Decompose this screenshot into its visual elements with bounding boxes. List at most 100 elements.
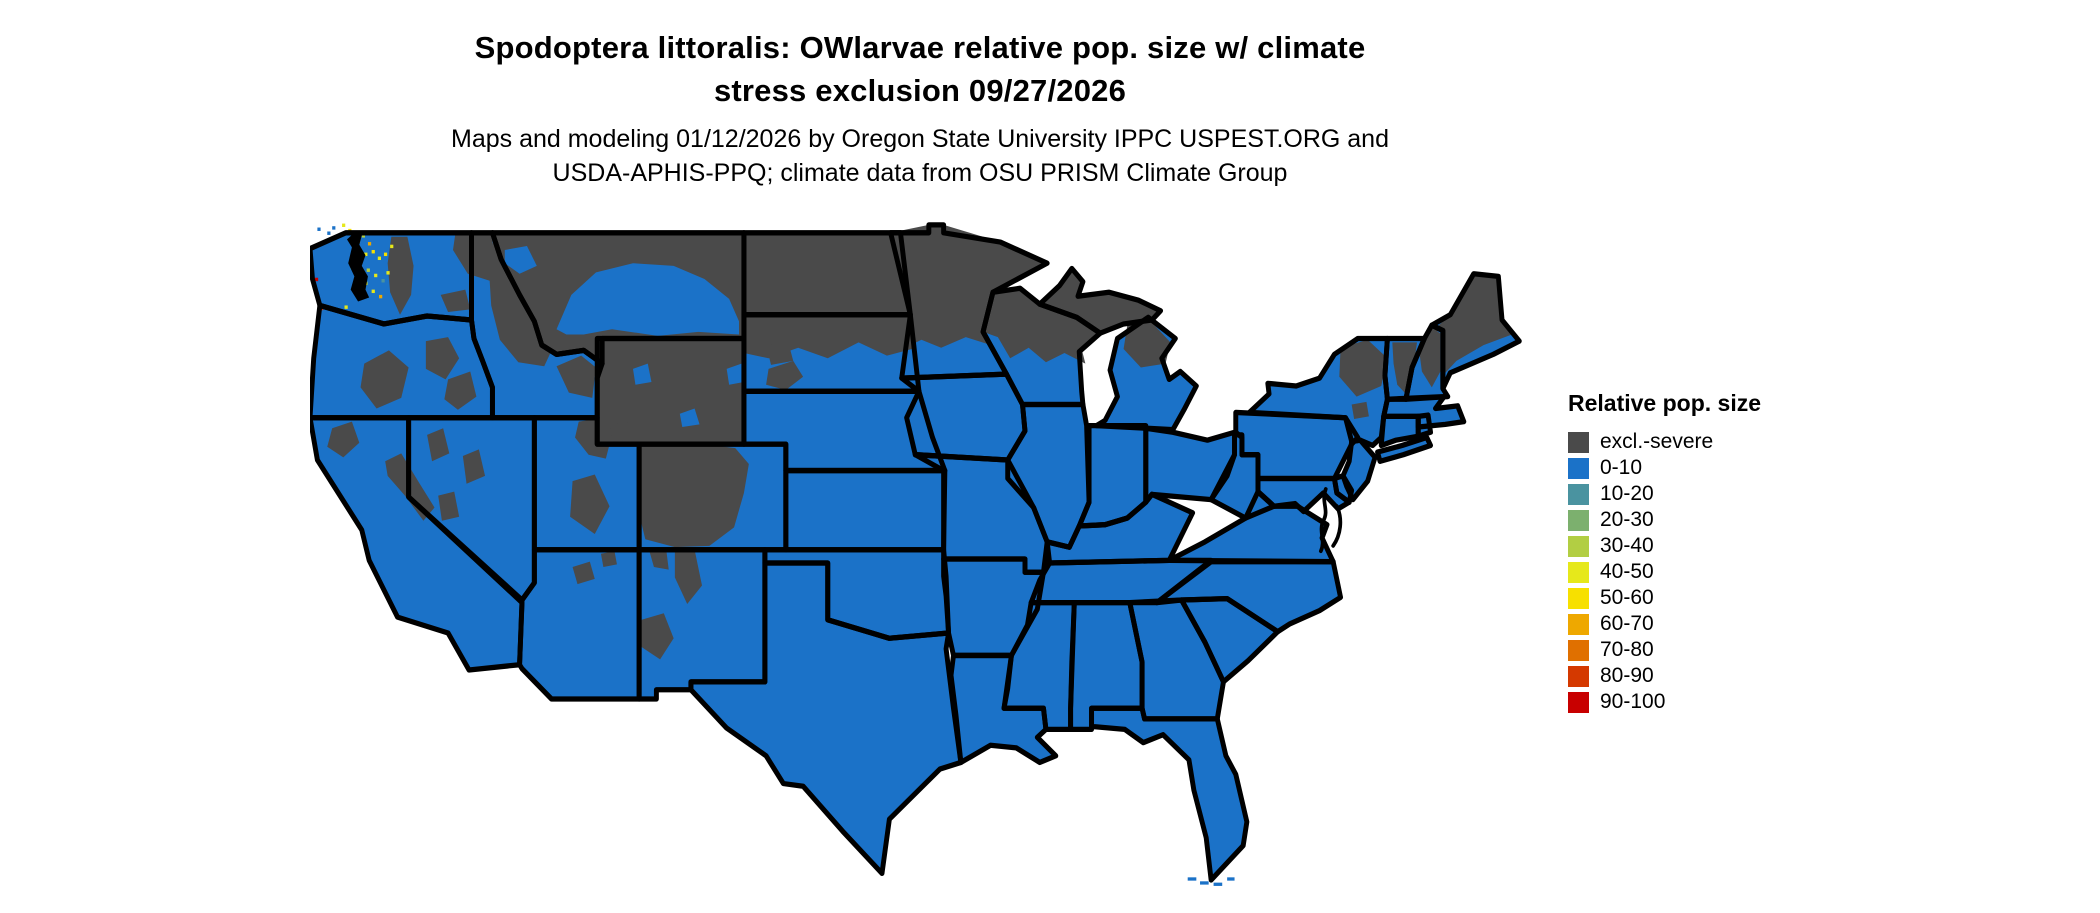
state-arizona (519, 549, 640, 700)
map-speckle (1187, 877, 1197, 881)
state-pennsylvania-border (1233, 409, 1361, 482)
state-massachusetts (1383, 396, 1464, 427)
state-kentucky (1047, 494, 1193, 563)
us-map (310, 222, 1522, 886)
legend-items: excl.-severe 0-10 10-20 20-30 30-40 40-50 50-6… (1568, 429, 1761, 715)
state-west-virginia (1211, 434, 1274, 519)
state-michigan-upper-peninsula (1039, 268, 1161, 334)
state-alabama (1070, 602, 1143, 730)
map-speckle (327, 231, 331, 235)
figure-subtitle-line2: USDA-APHIS-PPQ; climate data from OSU PR… (552, 159, 1288, 187)
legend-label: 0-10 (1600, 456, 1643, 479)
state-michigan-lower (1096, 317, 1197, 430)
legend-item: 10-20 (1568, 481, 1761, 507)
legend-swatch (1568, 457, 1589, 479)
map-speckle (361, 234, 365, 238)
map-speckle (366, 268, 370, 272)
long-island-border (1375, 434, 1434, 464)
state-kansas (785, 470, 945, 550)
state-michigan-lower-border (1094, 314, 1199, 433)
state-new-jersey-border (1340, 437, 1378, 503)
state-oklahoma (764, 549, 949, 639)
legend-item: 90-100 (1568, 689, 1761, 715)
legend-item: 30-40 (1568, 533, 1761, 559)
state-georgia (1129, 599, 1224, 719)
state-mississippi (1004, 602, 1075, 730)
state-ohio (1145, 428, 1235, 503)
state-texas-border (688, 560, 964, 877)
climate-exclusion-regions (327, 224, 1512, 660)
state-california (310, 417, 523, 670)
legend-item: 20-30 (1568, 507, 1761, 533)
map-speckle (342, 223, 346, 227)
legend: Relative pop. size excl.-severe 0-10 10-20… (1568, 390, 1761, 715)
state-texas (690, 563, 961, 874)
map-speckle (379, 294, 383, 299)
state-maine-border (1429, 271, 1522, 392)
legend-swatch (1568, 587, 1589, 609)
state-kentucky-border (1044, 491, 1196, 566)
legend-swatch (1568, 483, 1589, 505)
state-north-carolina (1156, 561, 1341, 632)
legend-item: 50-60 (1568, 585, 1761, 611)
legend-swatch (1568, 639, 1589, 661)
chesapeake-bay (1318, 487, 1328, 554)
figure-title: Spodoptera littoralis: OWlarvae relative… (0, 26, 1840, 112)
state-michigan-upper-peninsula-border (1037, 265, 1164, 336)
legend-item: excl.-severe (1568, 429, 1761, 455)
figure-title-line1: Spodoptera littoralis: OWlarvae relative… (474, 30, 1366, 65)
state-new-mexico (639, 549, 765, 700)
puget-sound (346, 232, 370, 302)
legend-label: 90-100 (1600, 690, 1666, 713)
figure-subtitle-line1: Maps and modeling 01/12/2026 by Oregon S… (451, 125, 1389, 153)
state-arkansas (943, 559, 1044, 656)
map-speckle (374, 273, 378, 278)
map-speckle (1213, 882, 1223, 886)
legend-label: 60-70 (1600, 612, 1654, 635)
map-speckle (383, 252, 388, 257)
figure-subtitle: Maps and modeling 01/12/2026 by Oregon S… (0, 122, 1840, 190)
state-pennsylvania (1235, 412, 1358, 479)
state-florida-border (1089, 705, 1250, 883)
map-speckle (390, 244, 394, 249)
state-north-dakota (743, 232, 911, 315)
map-speckle (381, 279, 385, 283)
legend-swatch (1568, 561, 1589, 583)
map-speckle (344, 305, 348, 309)
legend-swatch (1568, 665, 1589, 687)
legend-swatch (1568, 509, 1589, 531)
legend-swatch (1568, 613, 1589, 635)
map-speckle (371, 249, 375, 254)
state-borders (310, 222, 1522, 883)
legend-label: 30-40 (1600, 534, 1654, 557)
legend-item: 70-80 (1568, 637, 1761, 663)
state-nevada (408, 417, 535, 600)
map-speckle (317, 227, 321, 231)
state-tennessee (1031, 560, 1212, 603)
suitable-valley-patches (504, 246, 744, 427)
map-speckle (1227, 877, 1235, 881)
figure-title-line2: stress exclusion 09/27/2026 (713, 73, 1127, 108)
legend-swatch (1568, 691, 1589, 713)
legend-label: 40-50 (1600, 560, 1654, 583)
state-florida (1091, 708, 1247, 880)
map-speckle (371, 289, 375, 294)
state-delaware (1334, 475, 1352, 503)
legend-item: 60-70 (1568, 611, 1761, 637)
state-nebraska (743, 391, 945, 471)
long-island (1377, 437, 1431, 462)
legend-item: 80-90 (1568, 663, 1761, 689)
state-wyoming (597, 338, 744, 445)
legend-label: 10-20 (1600, 482, 1654, 505)
legend-label: 20-30 (1600, 508, 1654, 531)
state-virginia (1169, 491, 1334, 562)
map-speckle (1200, 881, 1209, 885)
legend-item: 40-50 (1568, 559, 1761, 585)
state-north-carolina-border (1154, 559, 1344, 635)
legend-label: 80-90 (1600, 664, 1654, 687)
state-indiana (1079, 425, 1146, 527)
legend-swatch (1568, 431, 1589, 453)
state-wisconsin-border (980, 285, 1103, 408)
map-speckle (386, 271, 390, 275)
map-speckle (377, 256, 382, 261)
